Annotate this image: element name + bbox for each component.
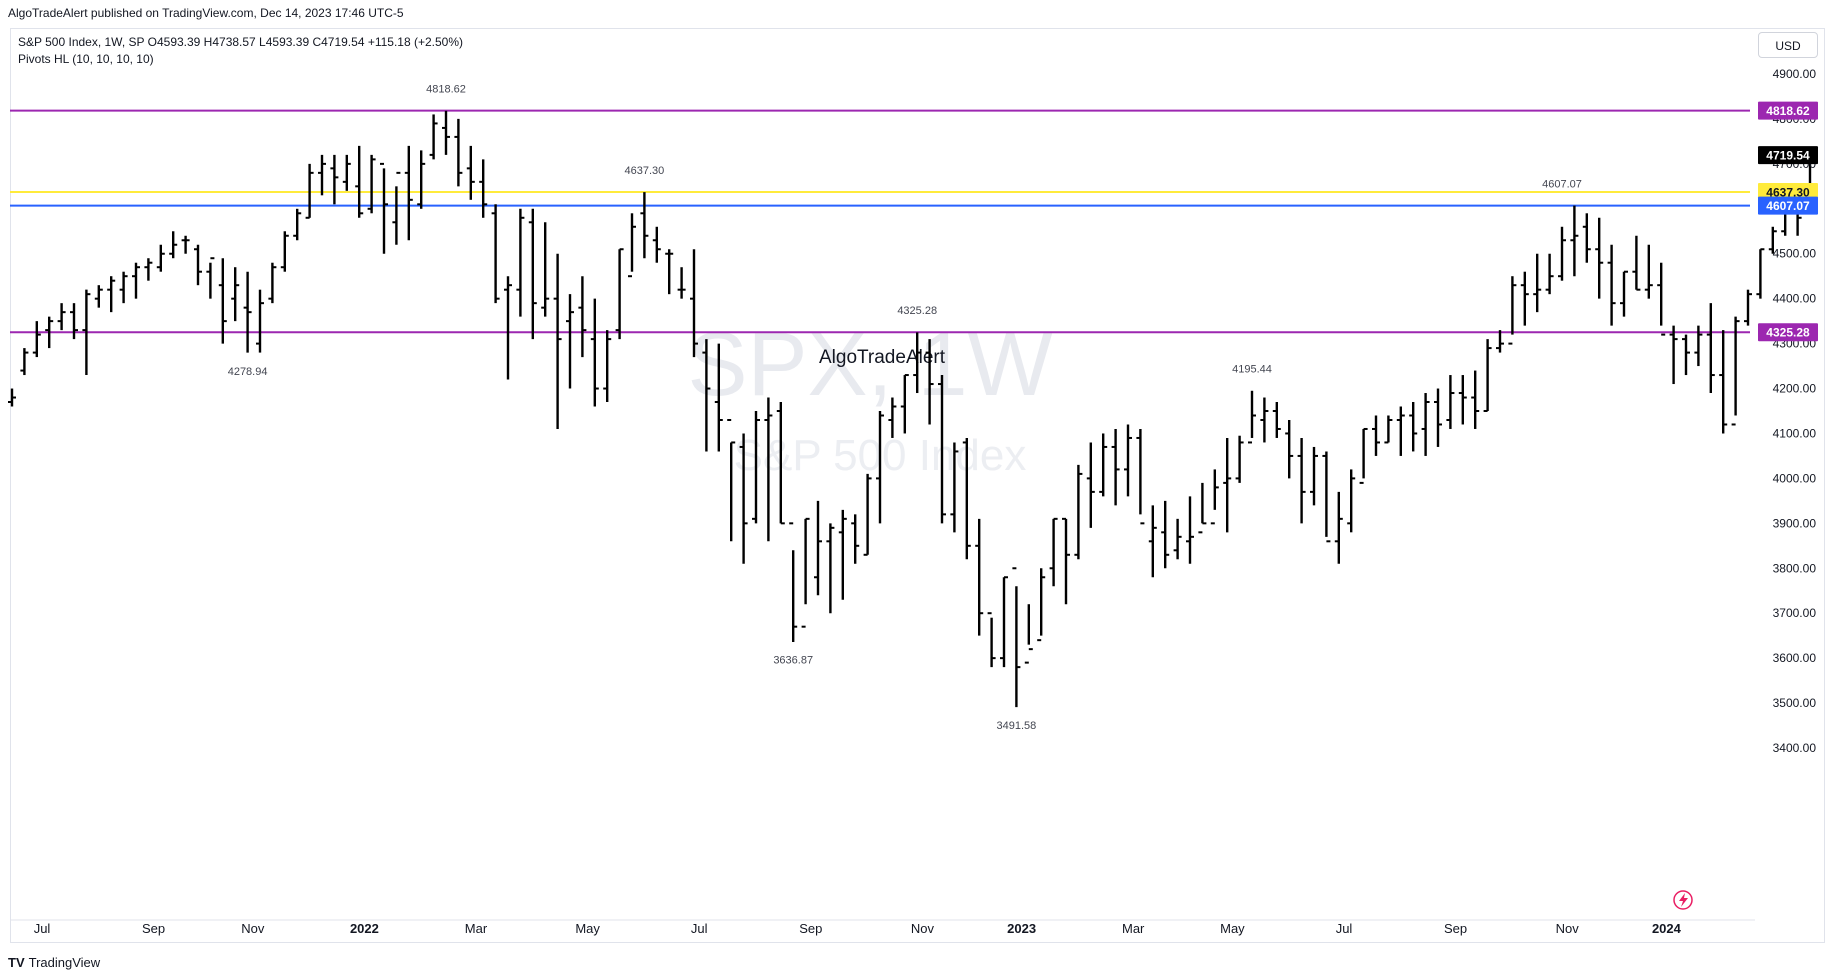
x-tick-Nov-123: Nov <box>1556 921 1580 936</box>
price-tag-text-4325.28: 4325.28 <box>1766 326 1810 340</box>
pivot-label-4607.07: 4607.07 <box>1542 179 1582 191</box>
x-tick-May-96: May <box>1220 921 1245 936</box>
pivot-label-4325.28: 4325.28 <box>897 305 937 317</box>
lightning-bolt-icon <box>1679 893 1688 907</box>
x-tick-Jul-53: Jul <box>691 921 708 936</box>
legend-symbol-line: S&P 500 Index, 1W, SP O4593.39 H4738.57 … <box>18 35 464 49</box>
tradingview-logo-icon[interactable]: TV <box>8 955 25 970</box>
currency-button[interactable]: USD <box>1758 32 1818 58</box>
pivot-label-4195.44: 4195.44 <box>1232 364 1272 376</box>
price-tag-text-4637.30: 4637.30 <box>1766 186 1810 200</box>
chart-frame <box>10 28 1825 943</box>
y-tick-4900: 4900.00 <box>1773 67 1817 81</box>
x-tick-Nov-71: Nov <box>911 921 935 936</box>
x-tick-Sep-9: Sep <box>142 921 165 936</box>
pivot-label-3636.87: 3636.87 <box>773 655 813 667</box>
x-tick-Jul-105: Jul <box>1336 921 1353 936</box>
author-watermark: AlgoTradeAlert <box>819 347 946 368</box>
y-tick-4100: 4100.00 <box>1773 426 1817 440</box>
footer-brand[interactable]: TradingView <box>28 955 101 970</box>
last-price-text: 4719.54 <box>1766 149 1810 163</box>
y-tick-3500: 3500.00 <box>1773 696 1817 710</box>
price-tag-text-4818.62: 4818.62 <box>1766 104 1810 118</box>
x-tick-Sep-114: Sep <box>1444 921 1467 936</box>
x-tick-May-44: May <box>575 921 600 936</box>
lightning-icon[interactable] <box>1673 890 1693 910</box>
x-tick-Nov-17: Nov <box>241 921 265 936</box>
publish-info: AlgoTradeAlert published on TradingView.… <box>8 6 404 20</box>
x-tick-2022-26: 2022 <box>350 921 379 936</box>
legend: S&P 500 Index, 1W, SP O4593.39 H4738.57 … <box>18 34 463 68</box>
pivot-label-4637.30: 4637.30 <box>625 165 665 177</box>
price-tag-4325.28 <box>1758 323 1818 342</box>
pivot-label-4278.94: 4278.94 <box>228 366 268 378</box>
last-price-tag <box>1758 146 1818 165</box>
y-tick-3900: 3900.00 <box>1773 516 1817 530</box>
pivot-label-3491.58: 3491.58 <box>997 720 1037 732</box>
y-tick-3700: 3700.00 <box>1773 606 1817 620</box>
y-tick-3400: 3400.00 <box>1773 741 1817 755</box>
y-tick-4000: 4000.00 <box>1773 471 1817 485</box>
y-tick-3800: 3800.00 <box>1773 561 1817 575</box>
pivot-label-4818.62: 4818.62 <box>426 84 466 96</box>
price-tag-4637.30 <box>1758 183 1818 202</box>
y-tick-4500: 4500.00 <box>1773 247 1817 261</box>
footer: TV TradingView <box>8 955 100 970</box>
y-tick-4200: 4200.00 <box>1773 382 1817 396</box>
price-tag-4607.07 <box>1758 196 1818 215</box>
price-tag-4818.62 <box>1758 101 1818 120</box>
x-tick-Mar-88: Mar <box>1122 921 1145 936</box>
y-tick-3600: 3600.00 <box>1773 651 1817 665</box>
x-tick-Mar-35: Mar <box>465 921 488 936</box>
legend-indicator-line[interactable]: Pivots HL (10, 10, 10, 10) <box>18 52 154 66</box>
price-tag-text-4607.07: 4607.07 <box>1766 199 1810 213</box>
x-tick-Jul-0: Jul <box>34 921 51 936</box>
x-tick-Sep-62: Sep <box>799 921 822 936</box>
x-tick-2024-131: 2024 <box>1652 921 1682 936</box>
y-tick-4400: 4400.00 <box>1773 292 1817 306</box>
x-tick-2023-79: 2023 <box>1007 921 1036 936</box>
